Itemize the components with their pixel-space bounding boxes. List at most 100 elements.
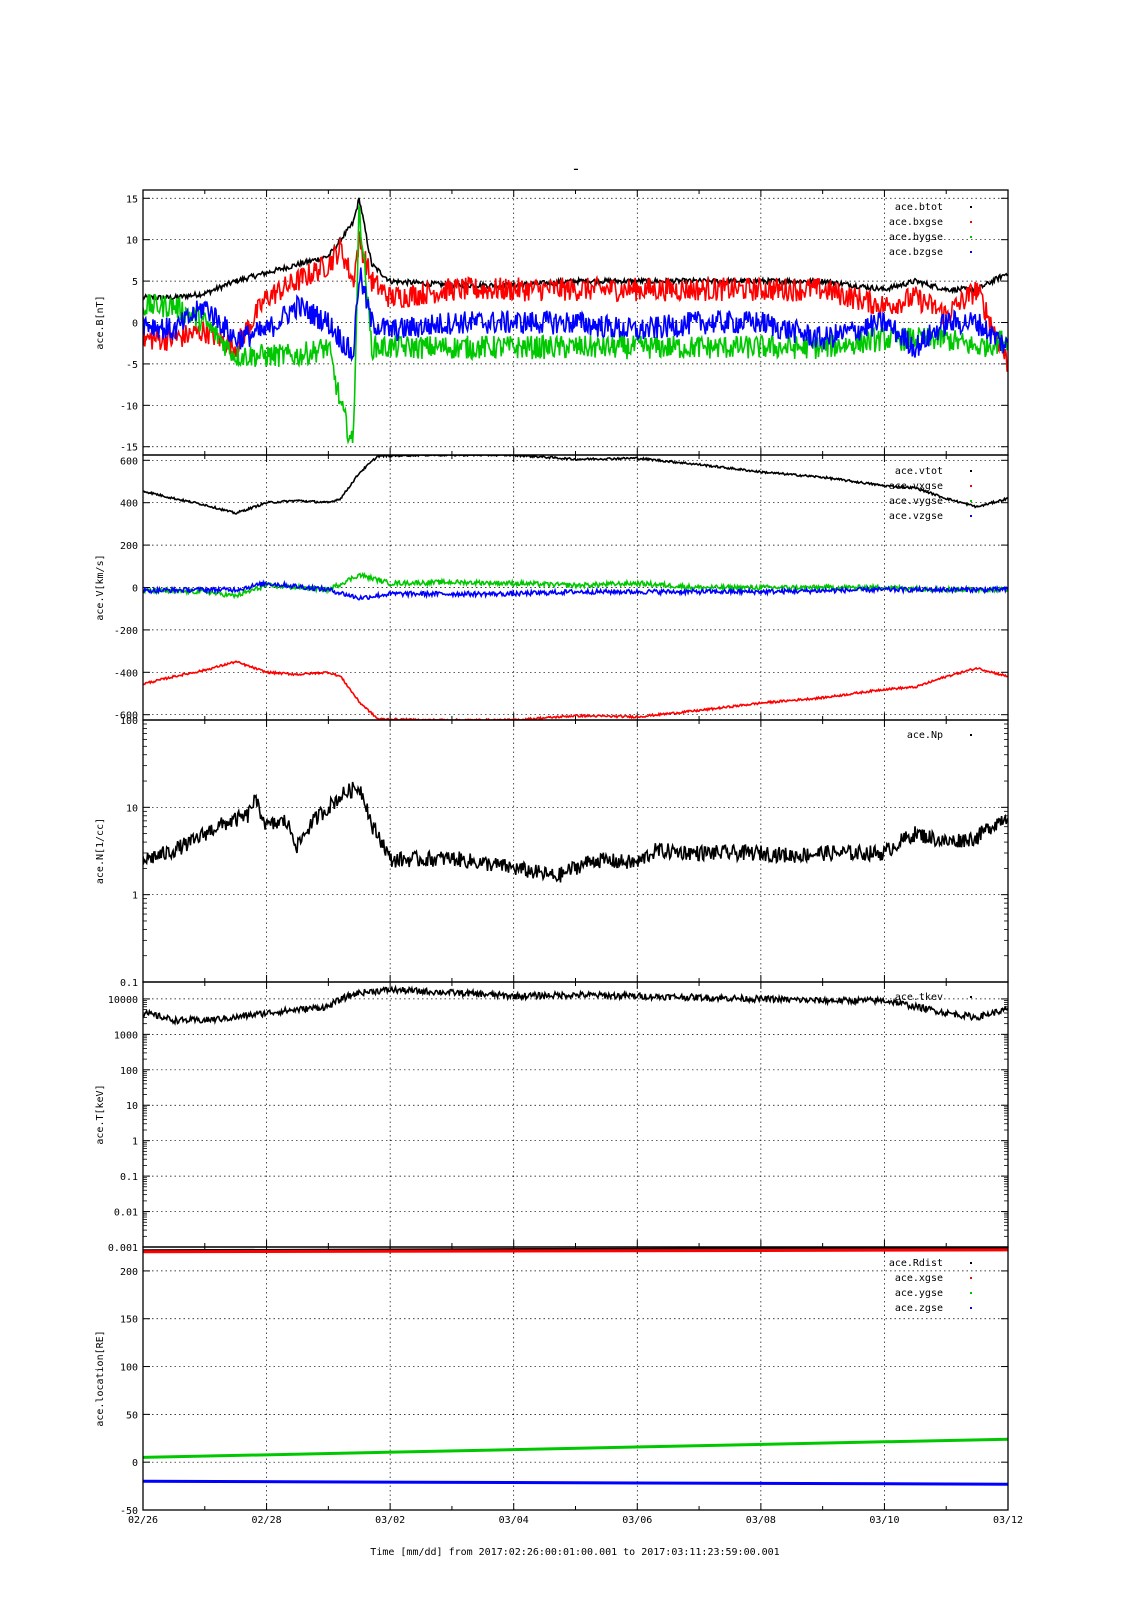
series-ace-zgse: [143, 1479, 1008, 1486]
y-axis-label: ace.V[km/s]: [95, 554, 106, 620]
y-tick-label: 50: [126, 1410, 138, 1421]
y-tick-label: 10000: [108, 995, 138, 1006]
y-tick-label: -50: [120, 1506, 138, 1517]
legend-marker: [970, 485, 972, 487]
legend-label: ace.xgse: [895, 1273, 943, 1284]
y-tick-label: 1: [132, 891, 138, 902]
y-tick-label: -15: [120, 443, 138, 454]
legend-label: ace.bygse: [889, 232, 943, 243]
series-ace-ygse: [143, 1437, 1008, 1459]
legend-label: ace.zgse: [895, 1303, 943, 1314]
legend-label: ace.Np: [907, 730, 943, 741]
series-ace-vxgse: [143, 660, 1008, 720]
legend-marker: [970, 734, 972, 736]
series-line: [143, 1248, 1008, 1254]
y-tick-label: 150: [120, 1315, 138, 1326]
series-trace: [143, 781, 1008, 883]
y-tick-label: 10: [126, 236, 138, 247]
y-tick-label: -10: [120, 401, 138, 412]
series-trace: [143, 231, 1008, 372]
y-tick-label: 200: [120, 1267, 138, 1278]
legend-marker: [970, 1307, 972, 1309]
legend-label: ace.bxgse: [889, 217, 943, 228]
y-tick-label: 600: [120, 456, 138, 467]
x-tick-label: 03/08: [746, 1515, 776, 1526]
y-tick-label: 0.1: [120, 1172, 138, 1183]
time-axis-label: Time [mm/dd] from 2017:02:26:00:01:00.00…: [370, 1547, 779, 1558]
series-ace-bxgse: [143, 231, 1008, 372]
plot-area: [143, 781, 1008, 883]
legend-marker: [970, 1262, 972, 1264]
plot-area: [143, 1247, 1008, 1486]
series-ace-Np: [143, 781, 1008, 883]
x-tick-label: 03/06: [622, 1515, 652, 1526]
legend-label: ace.tkev: [895, 992, 943, 1003]
series-ace-bzgse: [143, 267, 1008, 363]
legend-marker: [970, 500, 972, 502]
legend-label: ace.vygse: [889, 496, 943, 507]
y-tick-label: 0: [132, 319, 138, 330]
y-tick-label: 15: [126, 194, 138, 205]
legend-marker: [970, 470, 972, 472]
series-trace: [143, 267, 1008, 363]
legend-label: ace.Rdist: [889, 1258, 943, 1269]
legend: ace.btot ace.bxgse ace.bygse ace.bzgse: [889, 202, 972, 258]
panel-B: -15 -10 -5 0 5 10 15 ace.B[nT] ace.btot ace.bxgse…: [95, 189, 1009, 456]
y-tick-label: 10: [126, 803, 138, 814]
y-tick-label: -400: [114, 668, 138, 679]
y-axis-label: ace.N[1/cc]: [95, 818, 106, 884]
panel-T: 0.001 0.01 0.1 1 10 100 1000 10000 ace.T[keV] ace…: [95, 981, 1009, 1254]
legend-marker: [970, 206, 972, 208]
legend-label: ace.vtot: [895, 466, 943, 477]
y-tick-label: 200: [120, 541, 138, 552]
panel-N: 0.1 1 10 100 ace.N[1/cc] ace.Np: [95, 716, 1009, 989]
legend: ace.vtot ace.vxgse ace.vygse ace.vzgse: [889, 466, 972, 522]
y-tick-label: 5: [132, 277, 138, 288]
series-trace: [143, 579, 1008, 601]
legend: ace.tkev: [895, 992, 972, 1003]
panel-location: -50 0 50 100 150 200 ace.location[RE] ace.Rdist…: [95, 1246, 1009, 1517]
series-ace-vtot: [143, 455, 1008, 515]
series-ace-xgse: [143, 1248, 1008, 1254]
legend-marker: [970, 221, 972, 223]
panel-frame: [142, 1246, 1009, 1511]
y-tick-label: 100: [120, 1363, 138, 1374]
x-tick-label: 03/12: [993, 1515, 1023, 1526]
legend-marker: [970, 1292, 972, 1294]
legend-label: ace.vxgse: [889, 481, 943, 492]
plot-area: [143, 455, 1008, 720]
y-axis-label: ace.T[keV]: [95, 1084, 106, 1144]
y-tick-label: 0.001: [108, 1243, 138, 1254]
x-tick-label: 02/28: [252, 1515, 282, 1526]
page-title: -: [571, 159, 581, 178]
series-trace: [143, 197, 1008, 303]
y-axis-label: ace.B[nT]: [95, 295, 106, 349]
series-trace: [143, 984, 1008, 1026]
legend-marker: [970, 236, 972, 238]
y-tick-label: 400: [120, 499, 138, 510]
panels: -15-10-5051015ace.B[nT]ace.btotace.bxgse…: [95, 189, 1023, 1526]
series-trace: [143, 660, 1008, 720]
y-tick-label: 1: [132, 1137, 138, 1148]
y-tick-label: 0: [132, 1458, 138, 1469]
plot-area: [143, 197, 1008, 445]
series-ace-vzgse: [143, 579, 1008, 601]
series-ace-tkev: [143, 984, 1008, 1026]
series-ace-bygse: [143, 205, 1008, 445]
y-axis-label: ace.location[RE]: [95, 1330, 106, 1426]
series-line: [143, 1437, 1008, 1459]
legend: ace.Np: [907, 730, 972, 741]
legend-marker: [970, 996, 972, 998]
legend: ace.Rdist ace.xgse ace.ygse ace.zgse: [889, 1258, 972, 1314]
series-ace-btot: [143, 197, 1008, 303]
panel-V: -600 -400 -200 0 200 400 600 ace.V[km/s] ace.vto…: [95, 454, 1009, 722]
series-trace: [143, 205, 1008, 445]
y-tick-label: 100: [120, 716, 138, 727]
y-tick-label: 100: [120, 1066, 138, 1077]
legend-label: ace.ygse: [895, 1288, 943, 1299]
legend-label: ace.vzgse: [889, 511, 943, 522]
y-tick-label: 0.01: [114, 1208, 138, 1219]
y-tick-label: -5: [126, 360, 138, 371]
y-tick-label: -200: [114, 626, 138, 637]
y-tick-label: 0: [132, 584, 138, 595]
